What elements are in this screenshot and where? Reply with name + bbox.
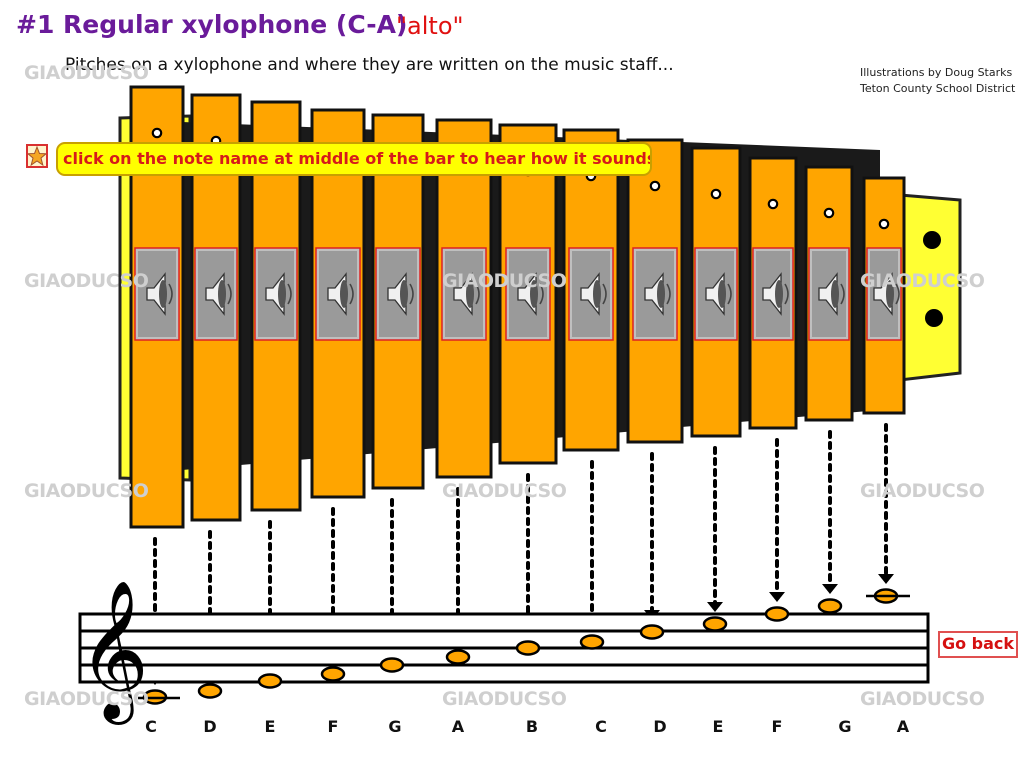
note-name-label[interactable]: E	[712, 717, 724, 736]
watermark: GIAODUCSO	[442, 688, 567, 710]
watermark: GIAODUCSO	[24, 270, 149, 292]
pitch-arrow-head	[707, 602, 723, 612]
note-name-label[interactable]: C	[595, 717, 607, 736]
go-back-button[interactable]: Go back	[938, 631, 1018, 658]
xylophone-bar[interactable]	[804, 165, 854, 422]
speaker-icon[interactable]	[866, 247, 902, 341]
bar-peg-hole	[767, 198, 779, 210]
bar-peg-hole	[151, 127, 163, 139]
page-title: #1 Regular xylophone (C-A)	[16, 10, 408, 39]
watermark: GIAODUCSO	[860, 688, 985, 710]
speaker-icon[interactable]	[315, 247, 361, 341]
staff-note	[579, 634, 605, 650]
speaker-icon[interactable]	[194, 247, 238, 341]
frame-peg-top	[923, 231, 941, 249]
staff-note	[320, 666, 346, 682]
watermark: GIAODUCSO	[860, 270, 985, 292]
speaker-icon[interactable]	[505, 247, 551, 341]
xylophone-bar[interactable]	[562, 128, 620, 452]
staff-note	[257, 673, 283, 689]
bar-peg-hole	[710, 188, 722, 200]
speaker-icon[interactable]	[568, 247, 614, 341]
credits-line-2: Teton County School District	[860, 82, 1016, 95]
speaker-icon[interactable]	[375, 247, 421, 341]
credits-line-1: Illustrations by Doug Starks	[860, 66, 1013, 79]
speaker-icon[interactable]	[808, 247, 850, 341]
star-icon	[28, 146, 46, 166]
xylophone-bar[interactable]	[626, 138, 684, 444]
staff-note	[445, 649, 471, 665]
note-name-label[interactable]: D	[653, 717, 667, 736]
bar-peg-hole	[823, 207, 835, 219]
pitch-arrow-head	[878, 574, 894, 584]
speaker-icon[interactable]	[632, 247, 678, 341]
pitch-arrow-head	[822, 584, 838, 594]
watermark: GIAODUCSO	[24, 62, 149, 84]
watermark: GIAODUCSO	[860, 480, 985, 502]
star-button[interactable]	[26, 144, 48, 168]
note-name-label[interactable]: A	[451, 717, 465, 736]
page-subtitle: Pitches on a xylophone and where they ar…	[65, 55, 674, 75]
note-name-label[interactable]: B	[525, 717, 539, 736]
note-name-label[interactable]: F	[771, 717, 783, 736]
bar-peg-hole	[878, 218, 890, 230]
watermark: GIAODUCSO	[442, 480, 567, 502]
xylophone-bar[interactable]	[498, 123, 558, 465]
staff-note	[197, 683, 223, 699]
page-title-alto: "alto"	[396, 12, 464, 40]
watermark: GIAODUCSO	[24, 688, 149, 710]
frame-peg-bottom	[925, 309, 943, 327]
xylophone-bar[interactable]	[371, 113, 425, 490]
note-name-label[interactable]: A	[896, 717, 910, 736]
xylophone-bar[interactable]	[862, 176, 906, 415]
watermark: GIAODUCSO	[24, 480, 149, 502]
note-name-label[interactable]: G	[838, 717, 852, 736]
staff-note	[764, 606, 790, 622]
note-name-label[interactable]: C	[145, 717, 157, 736]
treble-clef-icon: 𝄞	[78, 580, 149, 725]
xylophone-bar[interactable]	[748, 156, 798, 430]
speaker-icon[interactable]	[254, 247, 298, 341]
staff-note	[515, 640, 541, 656]
credits: Illustrations by Doug Starks Teton Count…	[860, 65, 1015, 97]
note-name-label[interactable]: E	[264, 717, 276, 736]
xylophone-bar[interactable]	[690, 146, 742, 438]
speaker-icon[interactable]	[441, 247, 487, 341]
instruction-banner: click on the note name at middle of the …	[56, 142, 652, 176]
staff-note	[817, 598, 843, 614]
speaker-icon[interactable]	[752, 247, 794, 341]
staff-note	[639, 624, 665, 640]
bar-peg-hole	[649, 180, 661, 192]
staff-note	[379, 657, 405, 673]
note-name-label[interactable]: F	[327, 717, 339, 736]
note-name-label[interactable]: G	[388, 717, 402, 736]
speaker-icon[interactable]	[134, 247, 180, 341]
speaker-icon[interactable]	[694, 247, 738, 341]
watermark: GIAODUCSO	[442, 270, 567, 292]
pitch-arrow-head	[769, 592, 785, 602]
note-name-label[interactable]: D	[203, 717, 217, 736]
staff-note	[702, 616, 728, 632]
